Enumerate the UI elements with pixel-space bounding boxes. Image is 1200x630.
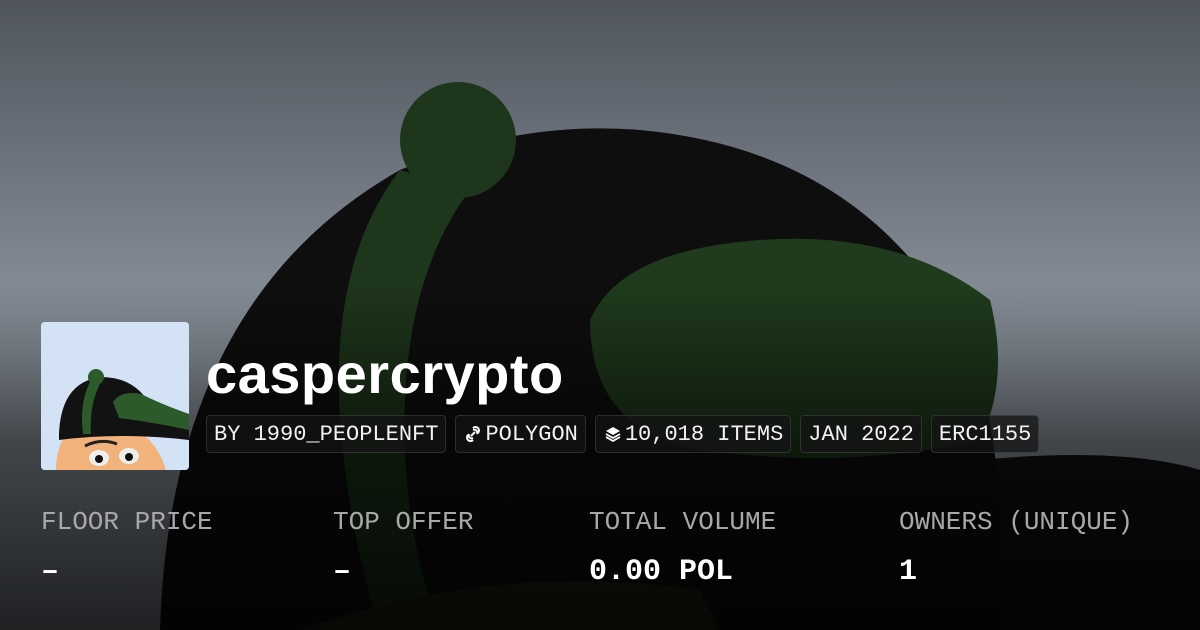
collection-chips: BY 1990_PEOPLENFT POLYGON 10,018 ITEMS J… xyxy=(206,415,1040,453)
items-chip: 10,018 ITEMS xyxy=(594,415,792,453)
date-chip: JAN 2022 xyxy=(800,415,922,453)
collection-title: caspercrypto xyxy=(206,342,564,405)
stat-total-volume: TOTAL VOLUME 0.00 POL xyxy=(589,507,777,589)
collection-avatar xyxy=(41,322,189,470)
stat-top-offer: TOP OFFER – xyxy=(333,507,474,589)
stat-floor-price: FLOOR PRICE – xyxy=(41,507,213,589)
chain-link-icon xyxy=(466,425,481,443)
creator-chip[interactable]: BY 1990_PEOPLENFT xyxy=(206,415,447,453)
layers-icon xyxy=(605,427,621,443)
stat-owners: OWNERS (UNIQUE) 1 xyxy=(899,507,1134,589)
standard-chip: ERC1155 xyxy=(930,415,1040,453)
chain-chip[interactable]: POLYGON xyxy=(455,415,586,453)
